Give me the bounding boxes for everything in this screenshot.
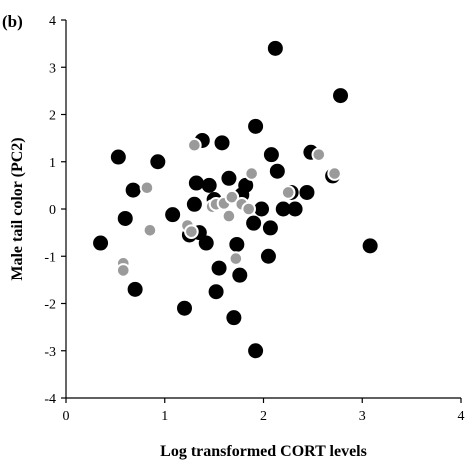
data-point-filled [362,238,378,254]
x-ticks: 0 1 2 3 4 [63,398,465,424]
data-point-open [184,224,199,239]
x-tick-label: 0 [63,409,70,424]
data-point-open [142,222,158,238]
y-tick-label: 2 [49,109,56,124]
data-point-filled [263,147,279,163]
data-point-filled [110,149,126,165]
x-tick-label: 3 [359,409,366,424]
y-tick-label: 1 [49,156,56,171]
data-point-open [327,166,342,181]
data-point-open [139,180,155,196]
y-tick-label: 0 [49,203,56,218]
data-point-filled [267,40,283,56]
data-point-filled [188,175,204,191]
data-point-filled [221,170,237,186]
data-point-filled [246,215,262,231]
data-point-filled [299,184,315,200]
y-axis-label: Male tail color (PC2) [9,137,26,280]
data-point-filled [287,201,303,217]
data-point-filled [269,163,285,179]
data-point-filled [150,154,166,170]
data-point-open [244,166,259,181]
data-point-filled [333,88,349,104]
data-point-open [115,263,131,278]
y-tick-label: -2 [44,298,56,313]
data-point-filled [125,182,141,198]
data-point-open [224,189,240,205]
y-tick-label: 3 [49,61,56,76]
data-point-filled [262,220,278,236]
data-point-filled [93,235,109,251]
data-point-filled [208,284,224,300]
data-point-filled [254,201,270,217]
data-point-open [221,208,237,224]
x-axis-label: Log transformed CORT levels [160,443,367,460]
x-tick-label: 1 [161,409,168,424]
data-point-filled [232,267,248,283]
y-ticks: 4 3 2 1 0 -1 -2 -3 -4 [44,14,66,407]
data-point-filled [198,235,214,251]
data-point-open [280,185,296,200]
data-point-filled [165,207,181,223]
x-tick-label: 2 [260,409,267,424]
data-point-filled [226,310,242,326]
data-point-filled [117,210,133,226]
data-point-open [228,251,244,266]
data-point-open [241,201,256,217]
data-point-filled [238,177,254,193]
data-point-filled [201,177,217,193]
y-tick-label: -4 [44,392,56,407]
data-point-filled [211,260,227,276]
x-tick-label: 4 [458,409,465,424]
y-tick-label: 4 [49,14,56,29]
data-point-filled [248,343,264,359]
data-point-filled [186,196,202,212]
data-point-filled [229,236,245,252]
data-point-filled [275,201,291,217]
panel-label: (b) [2,12,23,31]
y-tick-label: -1 [44,250,56,265]
data-point-open [187,137,202,153]
data-point-filled [248,118,264,134]
y-tick-label: -3 [44,345,56,360]
data-point-filled [127,281,143,297]
data-point-filled [214,135,230,151]
data-point-filled [177,300,192,316]
data-point-filled [260,248,276,264]
data-points [93,40,378,359]
data-point-open [311,147,327,162]
